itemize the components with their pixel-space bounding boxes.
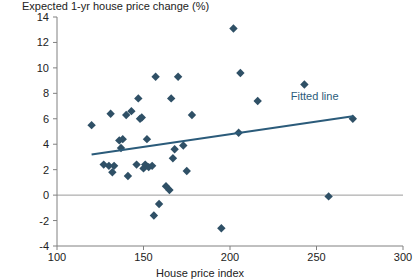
x-tick: [316, 246, 317, 250]
scatter-point: [87, 121, 95, 129]
line-label: Fitted line: [291, 90, 339, 102]
y-tick: [53, 17, 57, 18]
y-tick-label: 4: [43, 138, 49, 150]
x-axis-label: House price index: [156, 267, 245, 279]
scatter-point: [170, 145, 178, 153]
scatter-point: [229, 24, 237, 32]
y-tick-label: 12: [37, 36, 49, 48]
scatter-point: [108, 168, 116, 176]
y-tick-label: 14: [37, 11, 49, 23]
x-tick: [230, 246, 231, 250]
y-tick: [53, 195, 57, 196]
scatter-point: [106, 109, 114, 117]
x-tick: [143, 246, 144, 250]
y-tick-label: 8: [43, 87, 49, 99]
y-tick: [53, 144, 57, 145]
y-tick: [53, 169, 57, 170]
x-tick-label: 200: [221, 251, 239, 263]
y-axis: [57, 17, 58, 246]
scatter-point: [132, 160, 140, 168]
scatter-point: [188, 111, 196, 119]
x-tick-label: 150: [134, 251, 152, 263]
scatter-point: [150, 211, 158, 219]
y-tick: [53, 42, 57, 43]
y-axis-label: Expected 1-yr house price change (%): [22, 0, 209, 12]
scatter-point: [174, 73, 182, 81]
scatter-point: [148, 162, 156, 170]
scatter-point: [183, 167, 191, 175]
scatter-point: [119, 135, 127, 143]
scatter-point: [124, 172, 132, 180]
x-tick-label: 300: [394, 251, 412, 263]
x-tick-label: 100: [48, 251, 66, 263]
scatter-point: [167, 94, 175, 102]
scatter-point: [151, 73, 159, 81]
reference-line: [57, 195, 403, 196]
scatter-point: [300, 80, 308, 88]
y-tick: [53, 246, 57, 247]
y-tick-label: 2: [43, 164, 49, 176]
y-tick-label: 0: [43, 189, 49, 201]
x-tick-label: 250: [307, 251, 325, 263]
scatter-point: [138, 113, 146, 121]
y-tick: [53, 93, 57, 94]
scatter-point: [127, 107, 135, 115]
scatter-point: [143, 135, 151, 143]
scatter-point: [134, 94, 142, 102]
scatter-point: [324, 192, 332, 200]
fitted-line: [92, 116, 353, 154]
scatter-point: [217, 224, 225, 232]
y-tick-label: 6: [43, 113, 49, 125]
scatter-point: [179, 141, 187, 149]
y-tick: [53, 118, 57, 119]
scatter-point: [169, 154, 177, 162]
x-tick: [403, 246, 404, 250]
chart: Expected 1-yr house price change (%)-4-2…: [0, 0, 420, 280]
y-tick: [53, 67, 57, 68]
scatter-point: [155, 200, 163, 208]
y-tick-label: -2: [39, 215, 49, 227]
y-tick-label: 10: [37, 62, 49, 74]
scatter-point: [110, 162, 118, 170]
scatter-point: [236, 69, 244, 77]
scatter-point: [253, 97, 261, 105]
plot-area: [87, 24, 357, 232]
y-tick: [53, 220, 57, 221]
scatter-point: [165, 186, 173, 194]
x-tick: [57, 246, 58, 250]
